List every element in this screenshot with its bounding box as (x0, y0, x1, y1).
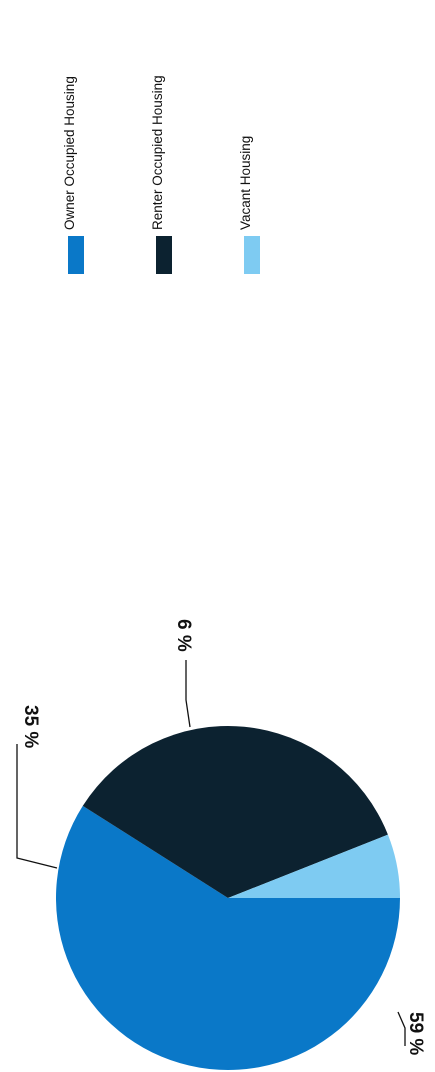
leader-owner-occupied (397, 1011, 406, 1046)
data-label-owner-occupied: 59 % (405, 1012, 426, 1055)
legend: Owner Occupied Housing Renter Occupied H… (62, 75, 260, 274)
legend-label-vacant: Vacant Housing (238, 136, 253, 230)
legend-label-renter-occupied: Renter Occupied Housing (150, 75, 165, 230)
leader-vacant (185, 660, 191, 728)
pie-slice-vacant (228, 834, 400, 898)
legend-swatch-vacant (244, 236, 260, 274)
data-label-renter-occupied: 35 % (20, 705, 41, 748)
pie-slice-owner-occupied (55, 805, 400, 1071)
legend-swatch-owner-occupied (68, 236, 84, 274)
leader-renter-occupied (16, 744, 58, 869)
legend-label-owner-occupied: Owner Occupied Housing (62, 76, 77, 230)
legend-swatch-renter-occupied (156, 236, 172, 274)
data-label-vacant: 6 % (173, 619, 194, 652)
pie-slices (55, 726, 400, 1071)
data-label-leaders (16, 660, 406, 1046)
pie-slice-renter-occupied (82, 726, 388, 898)
